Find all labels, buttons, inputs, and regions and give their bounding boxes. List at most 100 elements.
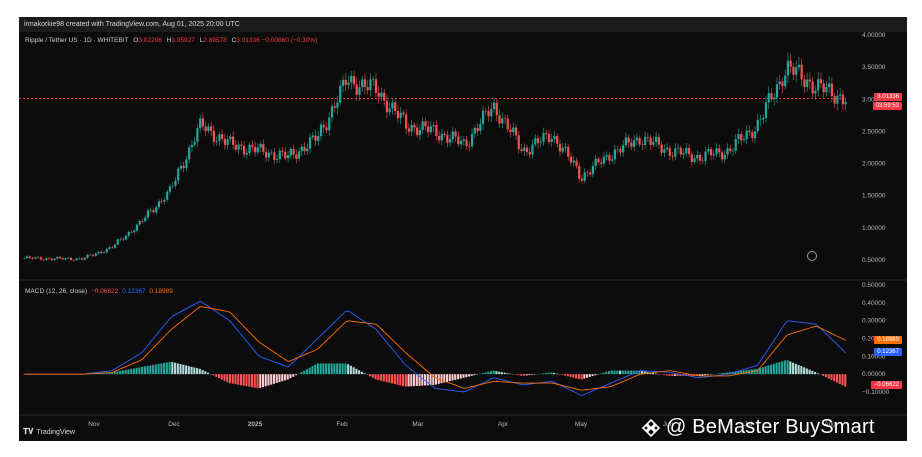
time-axis-tick: 2025 [248, 421, 263, 428]
candle-body [630, 142, 633, 147]
macd-histogram-bar [248, 374, 251, 387]
candle-body [737, 134, 740, 140]
candle-body [558, 143, 562, 152]
time-axis-tick: Feb [336, 421, 348, 428]
candle-body [410, 124, 413, 132]
candle-body [146, 210, 150, 218]
candle-body [495, 102, 498, 116]
candle-body [701, 160, 704, 162]
candle-body [698, 154, 702, 161]
candle-body [352, 75, 356, 85]
candle-body [484, 110, 487, 112]
candle-body [427, 126, 430, 133]
macd-histogram-bar [319, 363, 322, 375]
candle-body [407, 128, 411, 132]
candle-body [196, 128, 199, 142]
candle-body [144, 217, 147, 222]
candle-body [119, 238, 122, 240]
candle-body [416, 127, 419, 136]
candle-body [42, 259, 45, 261]
macd-histogram-bar [204, 371, 207, 375]
macd-histogram-bar [825, 374, 828, 378]
candle-body [350, 75, 353, 83]
macd-histogram-bar [344, 363, 347, 375]
macd-histogram-bar [207, 372, 210, 375]
candle-body [152, 210, 155, 213]
macd-histogram-bar [333, 363, 336, 375]
macd-histogram-bar [402, 374, 405, 387]
macd-histogram-bar [237, 374, 240, 385]
macd-histogram-bar [182, 364, 185, 375]
chart-canvas[interactable]: 4.00000 3.50000 3.00000 2.50000 2.00000 1.500… [19, 17, 907, 441]
candle-body [594, 158, 597, 167]
candle-body [328, 117, 331, 131]
candle-body [797, 64, 801, 68]
candle-body [751, 132, 754, 139]
macd-histogram-bar [668, 374, 671, 376]
macd-histogram-bar [259, 374, 262, 388]
candle-body [185, 159, 188, 169]
macd-histogram-bar [610, 370, 613, 375]
macd-histogram-bar [179, 364, 182, 375]
macd-histogram-bar [108, 372, 111, 375]
candle-body [814, 90, 817, 94]
macd-histogram-bar [391, 374, 394, 384]
macd-histogram-bar [187, 366, 190, 375]
high-label: H [166, 37, 172, 44]
candle-body [218, 134, 221, 141]
candle-body [512, 127, 515, 133]
candle-body [789, 60, 792, 67]
candle-body [72, 259, 75, 261]
macd-histogram-bar [454, 374, 457, 380]
candle-body [709, 149, 713, 156]
candle-body [622, 145, 625, 153]
macd-histogram-bar [641, 370, 644, 375]
candle-body [591, 166, 595, 175]
macd-axis-tick: 0.40000 [862, 300, 886, 307]
candle-body [56, 256, 59, 259]
candle-body [347, 82, 350, 85]
macd-histogram-bar [816, 373, 819, 375]
macd-histogram-bar [234, 374, 237, 385]
macd-histogram-bar [270, 374, 273, 385]
candle-body [720, 152, 724, 160]
candle-body [781, 81, 784, 87]
candle-body [67, 257, 70, 259]
macd-histogram-bar [783, 360, 786, 375]
candle-body [234, 144, 237, 150]
macd-histogram-bar [374, 374, 377, 380]
candle-body [141, 221, 144, 222]
macd-histogram-bar [322, 363, 325, 375]
candle-body [503, 118, 507, 120]
candle-body [476, 127, 479, 132]
candle-body [295, 154, 298, 159]
low-value: 2.89578 [203, 37, 227, 44]
candle-body [221, 134, 224, 139]
macd-histogram-bar [599, 373, 602, 375]
candle-body [520, 149, 523, 151]
candle-body [53, 258, 56, 260]
candle-body [663, 149, 666, 153]
candle-body [509, 129, 512, 133]
candle-body [80, 258, 84, 260]
macd-histogram-bar [127, 369, 130, 375]
candle-body [215, 140, 218, 142]
tradingview-logo[interactable]: 𝐓𝐕 TradingView [23, 427, 75, 437]
macd-histogram-bar [305, 369, 308, 375]
macd-histogram-bar [550, 372, 553, 375]
macd-histogram-bar [561, 374, 564, 375]
candle-body [712, 154, 715, 156]
clock-icon[interactable] [807, 251, 817, 261]
candle-body [232, 136, 235, 145]
macd-legend: MACD (12, 26, close) −0.06622 0.12367 0.… [25, 288, 173, 295]
macd-histogram-bar [742, 370, 745, 375]
tradingview-chart[interactable]: 4.00000 3.50000 3.00000 2.50000 2.00000 1.500… [19, 17, 907, 441]
candle-body [550, 139, 553, 143]
macd-histogram-bar [564, 374, 567, 376]
macd-line [24, 300, 846, 396]
macd-histogram-bar [149, 365, 152, 375]
candle-body [578, 166, 581, 179]
candle-body [764, 102, 768, 118]
macd-histogram-bar [168, 361, 171, 375]
candle-body [122, 238, 125, 240]
